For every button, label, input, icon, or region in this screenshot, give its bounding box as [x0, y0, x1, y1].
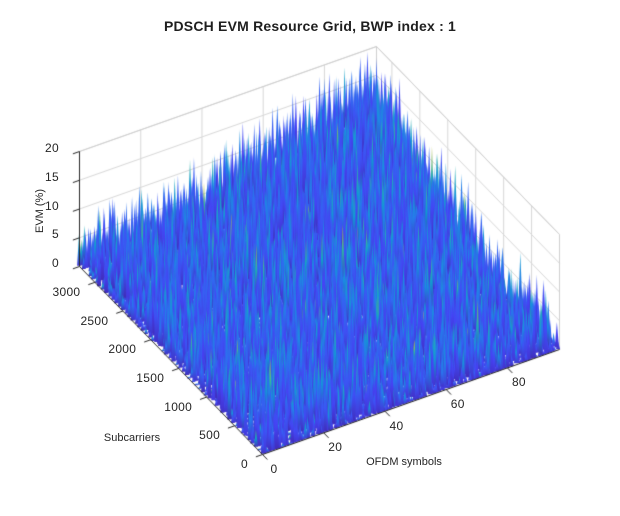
z-tick-label: 5	[52, 227, 59, 242]
x-tick-label: 20	[328, 440, 343, 455]
x-tick-label: 0	[270, 462, 278, 476]
z-tick-label: 20	[45, 141, 59, 155]
x-axis-label: OFDM symbols	[366, 456, 442, 468]
y-tick-label: 3000	[52, 284, 81, 299]
x-tick-label: 40	[389, 418, 404, 433]
y-tick-label: 2000	[108, 342, 137, 357]
y-tick-label: 2500	[80, 313, 109, 328]
chart-title: PDSCH EVM Resource Grid, BWP index : 1	[163, 18, 457, 34]
x-tick-label: 80	[511, 375, 526, 390]
z-tick-label: 10	[45, 198, 59, 213]
y-tick-label: 0	[241, 457, 248, 471]
z-tick-label: 15	[45, 169, 59, 184]
y-tick-label: 500	[199, 428, 221, 443]
x-tick-label: 60	[450, 397, 465, 412]
y-tick-label: 1500	[136, 370, 165, 385]
z-tick-label: 0	[52, 256, 59, 270]
y-axis-label: Subcarriers	[103, 432, 161, 444]
y-tick-label: 1000	[164, 399, 193, 414]
